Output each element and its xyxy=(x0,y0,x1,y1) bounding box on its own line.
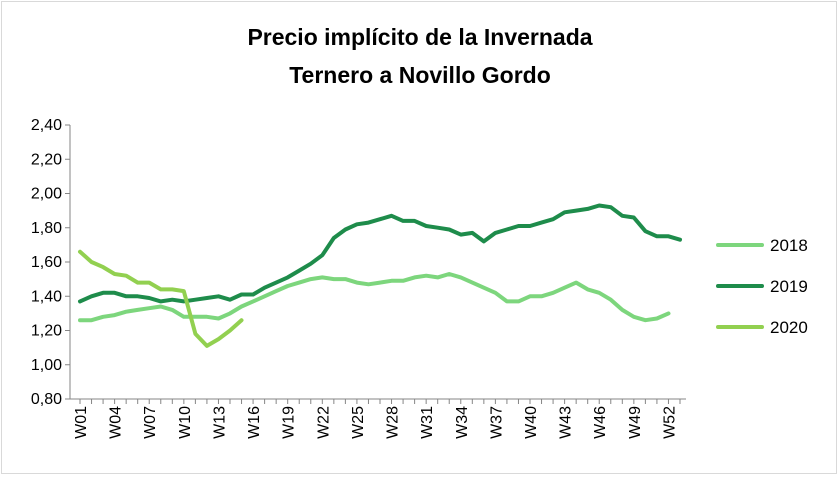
y-tick-label: 1,80 xyxy=(31,220,62,237)
x-tick-label: W31 xyxy=(419,406,436,439)
x-tick-label: W01 xyxy=(73,406,90,439)
series-lines xyxy=(78,203,682,348)
y-tick-label: 2,40 xyxy=(31,117,62,134)
legend-label-2019: 2019 xyxy=(770,277,808,296)
legend: 2018 2019 2020 xyxy=(716,236,808,337)
x-tick-label: W28 xyxy=(385,406,402,439)
y-tick-label: 1,00 xyxy=(31,357,62,374)
x-tick-label: W40 xyxy=(523,406,540,439)
y-tick-label: 1,60 xyxy=(31,254,62,271)
axes: 0,80 1,00 1,20 1,40 1,60 1,80 2,00 2,20 2,40 W01 W… xyxy=(31,117,686,439)
x-tick-label: W13 xyxy=(211,406,228,439)
legend-label-2020: 2020 xyxy=(770,318,808,337)
x-tick-label: W16 xyxy=(246,406,263,439)
x-tick-label: W37 xyxy=(488,406,505,439)
series-line-2020 xyxy=(78,249,244,348)
y-tick-label: 0,80 xyxy=(31,391,62,408)
y-tick-label: 2,00 xyxy=(31,186,62,203)
x-tick-label: W52 xyxy=(661,406,678,439)
x-tick-label: W25 xyxy=(350,406,367,439)
x-tick-label: W04 xyxy=(108,406,125,439)
y-tick-label: 1,40 xyxy=(31,288,62,305)
x-tick-label: W46 xyxy=(592,406,609,439)
x-tick-label: W22 xyxy=(315,406,332,439)
chart-title-line-1: Precio implícito de la Invernada xyxy=(247,24,593,50)
x-tick-label: W07 xyxy=(142,406,159,439)
x-tick-label: W34 xyxy=(454,406,471,439)
y-tick-label: 2,20 xyxy=(31,151,62,168)
series-line-2019 xyxy=(78,203,682,304)
x-tick-label: W43 xyxy=(558,406,575,439)
x-tick-label: W10 xyxy=(177,406,194,439)
x-tick-label: W49 xyxy=(627,406,644,439)
y-tick-label: 1,20 xyxy=(31,323,62,340)
x-tick-label: W19 xyxy=(281,406,298,439)
legend-label-2018: 2018 xyxy=(770,236,808,255)
chart-title-line-2: Ternero a Novillo Gordo xyxy=(289,62,551,88)
series-line-2018 xyxy=(78,272,671,323)
